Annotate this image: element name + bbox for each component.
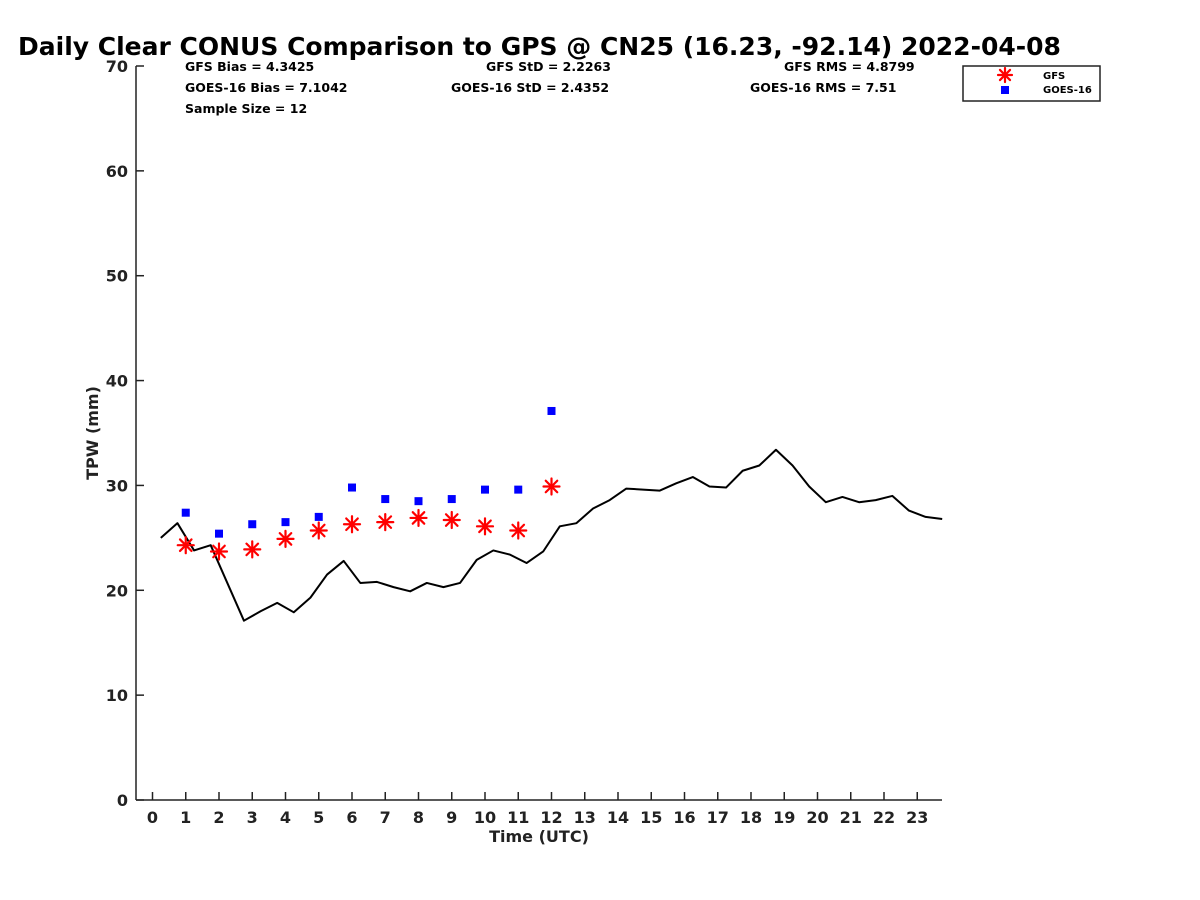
x-tick-label: 0 xyxy=(147,808,158,827)
goes16-point xyxy=(314,512,323,521)
asterisk-stroke xyxy=(511,523,526,538)
legend-gfs-label: GFS xyxy=(1043,71,1065,82)
goes16-point xyxy=(248,520,257,529)
x-tick-label: 19 xyxy=(773,808,795,827)
x-tick-label: 16 xyxy=(673,808,695,827)
goes-rms-text: GOES-16 RMS = 7.51 xyxy=(750,80,896,95)
goes16-point xyxy=(547,406,556,415)
asterisk-stroke xyxy=(345,517,359,532)
x-axis-label: Time (UTC) xyxy=(489,827,589,846)
gfs-point xyxy=(209,542,229,561)
x-tick-label: 8 xyxy=(413,808,424,827)
goes-bias-text: GOES-16 Bias = 7.1042 xyxy=(185,80,347,95)
x-tick-label: 10 xyxy=(474,808,496,827)
asterisk-stroke xyxy=(998,68,1012,82)
asterisk-stroke xyxy=(311,523,326,538)
goes16-point xyxy=(481,485,489,494)
y-tick-label: 60 xyxy=(106,162,128,181)
gfs-bias-text: GFS Bias = 4.3425 xyxy=(185,59,314,74)
legend-gfs-asterisk-icon xyxy=(996,66,1014,84)
gfs-point xyxy=(342,515,362,534)
x-tick-label: 13 xyxy=(574,808,596,827)
gfs-point xyxy=(243,540,262,559)
legend-goes-label: GOES-16 xyxy=(1043,85,1092,96)
asterisk-stroke xyxy=(411,511,426,525)
chart-title: Daily Clear CONUS Comparison to GPS @ CN… xyxy=(18,32,1061,61)
goes16-point xyxy=(348,483,356,492)
x-tick-label: 20 xyxy=(806,808,828,827)
sample-size-text: Sample Size = 12 xyxy=(185,101,307,116)
x-tick-label: 11 xyxy=(507,808,529,827)
gfs-std-text: GFS StD = 2.2263 xyxy=(486,59,611,74)
legend: GFS GOES-16 xyxy=(962,65,1101,102)
gfs-point xyxy=(409,508,428,528)
x-tick-label: 5 xyxy=(313,808,324,827)
asterisk-stroke xyxy=(278,532,293,546)
gfs-point xyxy=(276,529,295,549)
x-tick-label: 18 xyxy=(740,808,762,827)
goes16-point xyxy=(181,508,190,517)
x-tick-label: 17 xyxy=(707,808,729,827)
y-tick-label: 0 xyxy=(117,791,128,810)
goes16-point xyxy=(447,495,456,504)
y-tick-label: 10 xyxy=(106,686,128,705)
goes16-point xyxy=(414,497,423,506)
goes-std-text: GOES-16 StD = 2.4352 xyxy=(451,80,609,95)
gfs-point xyxy=(309,521,328,540)
x-tick-label: 9 xyxy=(446,808,457,827)
y-tick-label: 20 xyxy=(106,581,128,600)
asterisk-stroke xyxy=(178,538,193,553)
goes16-point xyxy=(514,485,523,494)
gfs-point xyxy=(475,517,495,536)
legend-box xyxy=(962,65,1101,102)
gfs-point xyxy=(509,521,528,540)
y-tick-label: 50 xyxy=(106,267,128,286)
x-tick-label: 21 xyxy=(840,808,862,827)
x-tick-label: 1 xyxy=(180,808,191,827)
asterisk-stroke xyxy=(544,479,559,494)
plot-area xyxy=(160,406,943,622)
x-tick-label: 12 xyxy=(540,808,562,827)
gfs-rms-text: GFS RMS = 4.8799 xyxy=(784,59,915,74)
asterisk-stroke xyxy=(245,542,260,557)
y-axis-ticks: 0 10 20 30 40 50 60 70 xyxy=(106,57,144,810)
goes16-point xyxy=(215,529,223,538)
y-axis-label: TPW (mm) xyxy=(83,386,102,480)
y-tick-label: 40 xyxy=(106,372,128,391)
x-tick-label: 14 xyxy=(607,808,629,827)
x-tick-label: 7 xyxy=(380,808,391,827)
x-axis-ticks: 0 1 2 3 4 5 6 7 8 9 10 11 12 13 14 15 16 17 18 19 20 21 22 23 xyxy=(147,792,928,827)
gfs-point xyxy=(176,536,195,555)
gfs-point xyxy=(442,510,461,530)
goes16-point xyxy=(381,495,390,504)
y-tick-label: 30 xyxy=(106,476,128,495)
asterisk-stroke xyxy=(478,519,492,534)
goes16-point xyxy=(281,518,290,527)
gfs-point xyxy=(542,477,561,496)
x-tick-label: 23 xyxy=(906,808,928,827)
legend-gfs-asterisk xyxy=(996,66,1014,84)
gps-tpw-line xyxy=(160,448,943,622)
legend-goes-square-icon xyxy=(1001,86,1009,94)
x-tick-label: 4 xyxy=(280,808,291,827)
asterisk-stroke xyxy=(444,513,459,527)
x-tick-label: 3 xyxy=(247,808,258,827)
asterisk-stroke xyxy=(212,544,226,559)
gfs-point xyxy=(376,513,395,532)
x-tick-label: 15 xyxy=(640,808,662,827)
x-tick-label: 22 xyxy=(873,808,895,827)
x-tick-label: 6 xyxy=(346,808,357,827)
asterisk-stroke xyxy=(378,515,393,529)
x-tick-label: 2 xyxy=(213,808,224,827)
y-tick-label: 70 xyxy=(106,57,128,76)
